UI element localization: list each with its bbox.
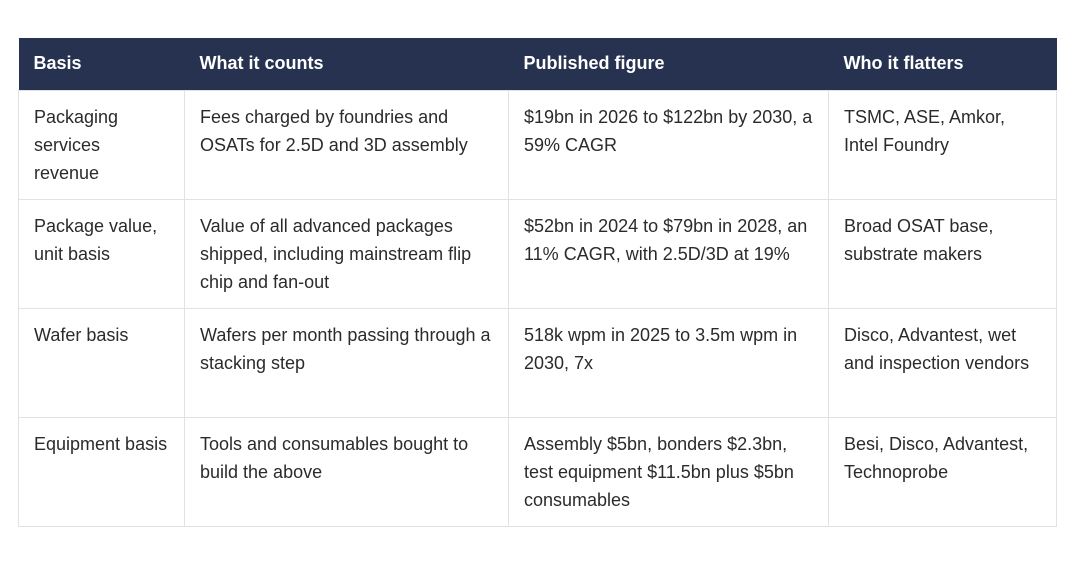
data-table: Basis What it counts Published figure Who i… xyxy=(18,38,1057,527)
header-cell: Published figure xyxy=(508,38,829,90)
table-cell: Assembly $5bn, bonders $2.3bn, test equi… xyxy=(508,416,829,527)
table-row: Packaging services revenue Fees charged b… xyxy=(18,89,1057,200)
table-cell: $52bn in 2024 to $79bn in 2028, an 11% C… xyxy=(508,198,829,309)
table-cell: $19bn in 2026 to $122bn by 2030, a 59% C… xyxy=(508,89,829,200)
table-row: Package value, unit basis Value of all ad… xyxy=(18,198,1057,309)
table-row: Equipment basis Tools and consumables bou… xyxy=(18,416,1057,527)
table-cell: Fees charged by foundries and OSATs for … xyxy=(184,89,509,200)
table-body: Packaging services revenue Fees charged b… xyxy=(18,89,1057,527)
table-cell: Disco, Advantest, wet and inspection ven… xyxy=(828,307,1057,418)
table-cell: Value of all advanced packages shipped, … xyxy=(184,198,509,309)
header-row: Basis What it counts Published figure Who i… xyxy=(18,38,1057,90)
table-cell: Broad OSAT base, substrate makers xyxy=(828,198,1057,309)
header-cell: What it counts xyxy=(184,38,509,90)
table-cell: TSMC, ASE, Amkor, Intel Foundry xyxy=(828,89,1057,200)
table-cell: Equipment basis xyxy=(18,416,185,527)
table-cell: Tools and consumables bought to build th… xyxy=(184,416,509,527)
header-cell: Who it flatters xyxy=(828,38,1057,90)
header-cell: Basis xyxy=(18,38,185,90)
table-row: Wafer basis Wafers per month passing thro… xyxy=(18,307,1057,418)
table-cell: Wafers per month passing through a stack… xyxy=(184,307,509,418)
table-cell: Packaging services revenue xyxy=(18,89,185,200)
table-cell: Besi, Disco, Advantest, Technoprobe xyxy=(828,416,1057,527)
table-cell: Package value, unit basis xyxy=(18,198,185,309)
table-cell: Wafer basis xyxy=(18,307,185,418)
table-cell: 518k wpm in 2025 to 3.5m wpm in 2030, 7x xyxy=(508,307,829,418)
